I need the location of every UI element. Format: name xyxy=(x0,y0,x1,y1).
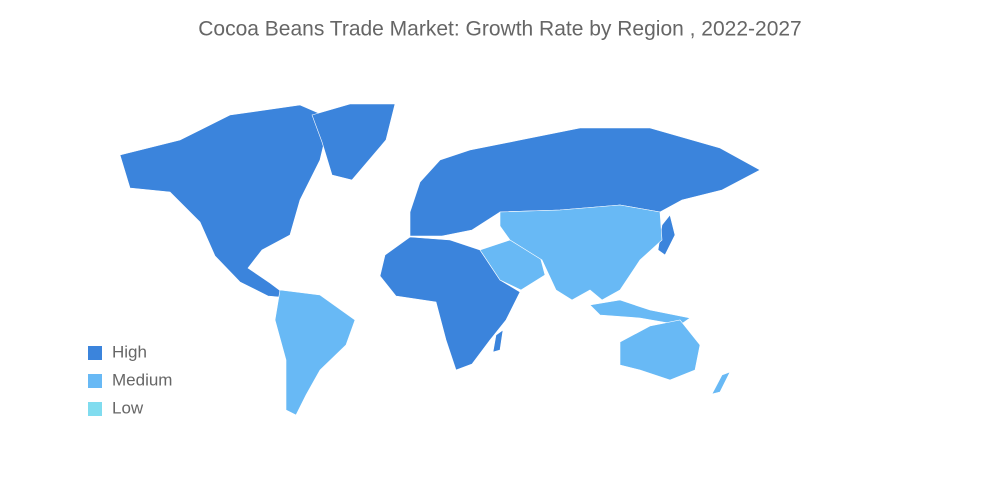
south-america xyxy=(274,289,356,416)
europe-russia xyxy=(409,127,761,237)
legend-label: High xyxy=(112,342,147,361)
legend-swatch xyxy=(88,374,102,388)
australia xyxy=(619,319,701,381)
madagascar xyxy=(492,329,504,353)
chart-title: Cocoa Beans Trade Market: Growth Rate by… xyxy=(198,18,802,41)
legend: High Medium Low xyxy=(88,342,172,417)
legend-label: Medium xyxy=(112,370,172,389)
legend-label: Low xyxy=(112,398,144,417)
africa xyxy=(379,236,521,371)
southeast-asia-islands xyxy=(589,299,691,326)
new-zealand xyxy=(711,371,731,395)
japan xyxy=(657,214,676,256)
greenland xyxy=(311,103,396,181)
legend-swatch xyxy=(88,402,102,416)
asia xyxy=(499,204,663,301)
world-map xyxy=(119,103,761,416)
north-america xyxy=(119,104,331,299)
legend-swatch xyxy=(88,346,102,360)
